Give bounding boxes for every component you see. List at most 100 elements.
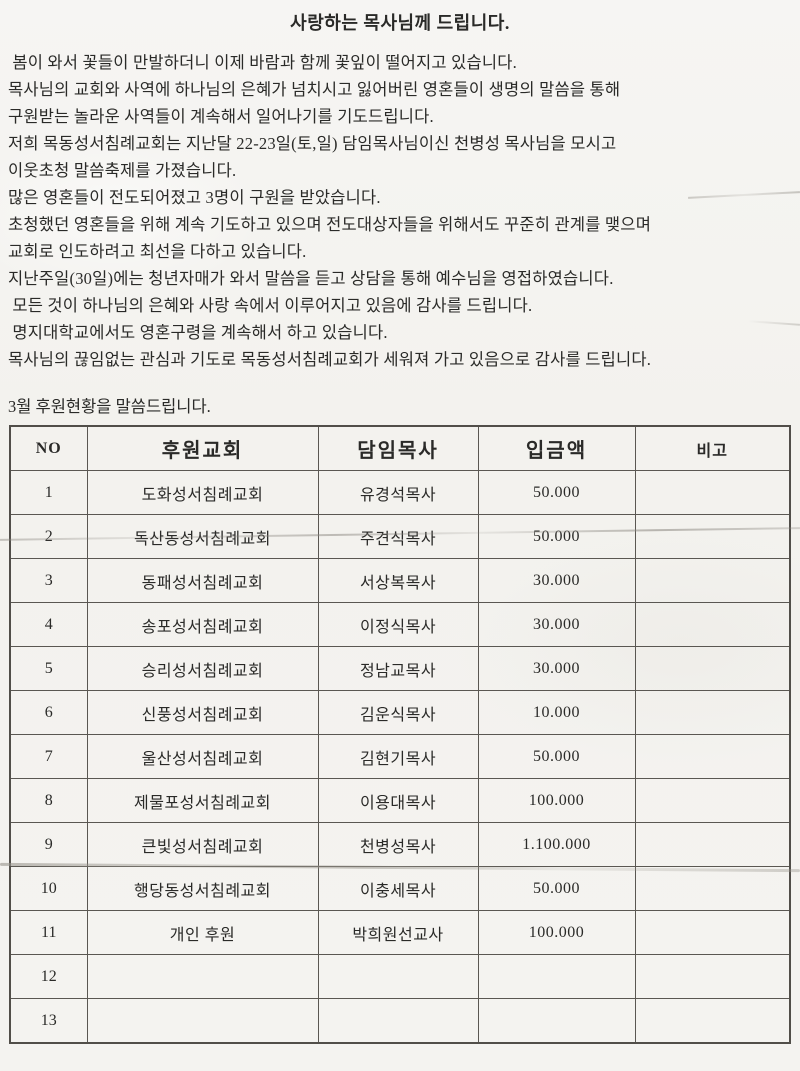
table-row: 1 도화성서침례교회 유경석목사 50.000: [9, 470, 791, 515]
table-row: 12: [9, 954, 791, 999]
cell-church: 도화성서침례교회: [86, 470, 319, 515]
cell-church: [86, 954, 319, 999]
cell-church: 큰빛성서침례교회: [86, 822, 319, 867]
cell-pastor: 이정식목사: [317, 602, 479, 647]
letter-line: 목사님의 끊임없는 관심과 기도로 목동성서침례교회가 세워져 가고 있음으로 …: [8, 350, 652, 369]
cell-church: 행당동성서침례교회: [86, 866, 319, 911]
page-title: 사랑하는 목사님께 드립니다.: [290, 13, 510, 33]
table-row: 6 신풍성서침례교회 김운식목사 10.000: [9, 690, 791, 735]
table-row: 10 행당동성서침례교회 이충세목사 50.000: [9, 866, 791, 911]
cell-church: 송포성서침례교회: [86, 602, 319, 647]
cell-pastor: 서상복목사: [317, 558, 479, 603]
table-row: 2 독산동성서침례교회 주견식목사 50.000: [9, 514, 791, 559]
header-church: 후원교회: [86, 425, 319, 471]
cell-church: 승리성서침례교회: [86, 646, 319, 691]
cell-pastor: 김현기목사: [317, 734, 479, 779]
letter-line: 지난주일(30일)에는 청년자매가 와서 말씀을 듣고 상담을 통해 예수님을 …: [8, 269, 614, 288]
cell-note: [634, 822, 791, 867]
cell-amount: 50.000: [477, 514, 636, 559]
cell-pastor: 김운식목사: [317, 690, 479, 735]
cell-pastor: 박희원선교사: [317, 910, 479, 955]
cell-note: [634, 734, 791, 779]
cell-church: 신풍성서침례교회: [86, 690, 319, 735]
cell-pastor: [317, 954, 479, 999]
support-status-table: NO 후원교회 담임목사 입금액 비고 1 도화성서침례교회 유경석목사 50.000…: [9, 425, 791, 1044]
cell-no: 6: [9, 690, 88, 735]
letter-line: 봄이 와서 꽃들이 만발하더니 이제 바람과 함께 꽃잎이 떨어지고 있습니다.: [8, 53, 517, 72]
table-body: 1 도화성서침례교회 유경석목사 50.000 2 독산동성서침례교회 주견식목사 50.00…: [9, 470, 791, 1044]
table-row: 9 큰빛성서침례교회 천병성목사 1.100.000: [9, 822, 791, 867]
cell-note: [634, 954, 791, 999]
cell-amount: 50.000: [477, 866, 636, 911]
cell-amount: 10.000: [477, 690, 636, 735]
cell-church: 제물포성서침례교회: [86, 778, 319, 823]
table-row: 4 송포성서침례교회 이정식목사 30.000: [9, 602, 791, 647]
table-intro-line: 3월 후원현황을 말씀드립니다.: [8, 397, 211, 416]
cell-pastor: 정남교목사: [317, 646, 479, 691]
cell-no: 9: [9, 822, 88, 867]
cell-pastor: 천병성목사: [317, 822, 479, 867]
table-row: 8 제물포성서침례교회 이용대목사 100.000: [9, 778, 791, 823]
cell-no: 10: [9, 866, 88, 911]
cell-note: [634, 470, 791, 515]
table-row: 5 승리성서침례교회 정남교목사 30.000: [9, 646, 791, 691]
cell-amount: [477, 998, 636, 1044]
cell-no: 8: [9, 778, 88, 823]
cell-note: [634, 602, 791, 647]
header-no: NO: [9, 425, 88, 471]
header-amount: 입금액: [477, 425, 636, 471]
letter-line: 교회로 인도하려고 최선을 다하고 있습니다.: [8, 242, 307, 261]
table-row: 13: [9, 998, 791, 1044]
cell-amount: 1.100.000: [477, 822, 636, 867]
cell-no: 12: [9, 954, 88, 999]
table-row: 3 동패성서침례교회 서상복목사 30.000: [9, 558, 791, 603]
cell-no: 2: [9, 514, 88, 559]
cell-note: [634, 558, 791, 603]
cell-pastor: 이충세목사: [317, 866, 479, 911]
letter-line: 많은 영혼들이 전도되어졌고 3명이 구원을 받았습니다.: [8, 188, 381, 207]
cell-no: 1: [9, 470, 88, 515]
cell-no: 11: [9, 910, 88, 955]
letter-line: 명지대학교에서도 영혼구령을 계속해서 하고 있습니다.: [8, 323, 388, 342]
table-row: 11 개인 후원 박희원선교사 100.000: [9, 910, 791, 955]
cell-no: 4: [9, 602, 88, 647]
cell-no: 13: [9, 998, 88, 1044]
header-pastor: 담임목사: [317, 425, 479, 471]
cell-amount: 50.000: [477, 734, 636, 779]
cell-note: [634, 690, 791, 735]
cell-church: 독산동성서침례교회: [86, 514, 319, 559]
letter-line: 모든 것이 하나님의 은혜와 사랑 속에서 이루어지고 있음에 감사를 드립니다…: [8, 296, 533, 315]
cell-amount: 30.000: [477, 558, 636, 603]
table-row: 7 울산성서침례교회 김현기목사 50.000: [9, 734, 791, 779]
cell-amount: [477, 954, 636, 999]
cell-pastor: [317, 998, 479, 1044]
header-note: 비고: [634, 425, 791, 471]
cell-note: [634, 910, 791, 955]
cell-note: [634, 646, 791, 691]
letter-line: 목사님의 교회와 사역에 하나님의 은혜가 넘치시고 잃어버린 영혼들이 생명의…: [8, 80, 621, 99]
letter-line: 이웃초청 말씀축제를 가졌습니다.: [8, 161, 237, 180]
cell-pastor: 이용대목사: [317, 778, 479, 823]
letter-line: 구원받는 놀라운 사역들이 계속해서 일어나기를 기도드립니다.: [8, 107, 434, 126]
cell-note: [634, 866, 791, 911]
cell-pastor: 주견식목사: [317, 514, 479, 559]
cell-church: 울산성서침례교회: [86, 734, 319, 779]
table-header-row: NO 후원교회 담임목사 입금액 비고: [9, 425, 791, 471]
cell-amount: 100.000: [477, 910, 636, 955]
letter-line: 초청했던 영혼들을 위해 계속 기도하고 있으며 전도대상자들을 위해서도 꾸준…: [8, 215, 652, 234]
letter-body: 봄이 와서 꽃들이 만발하더니 이제 바람과 함께 꽃잎이 떨어지고 있습니다.…: [0, 49, 800, 373]
cell-amount: 100.000: [477, 778, 636, 823]
cell-no: 5: [9, 646, 88, 691]
cell-pastor: 유경석목사: [317, 470, 479, 515]
cell-amount: 30.000: [477, 646, 636, 691]
cell-note: [634, 778, 791, 823]
cell-no: 7: [9, 734, 88, 779]
cell-note: [634, 998, 791, 1044]
cell-church: 동패성서침례교회: [86, 558, 319, 603]
cell-amount: 50.000: [477, 470, 636, 515]
cell-church: 개인 후원: [86, 910, 319, 955]
cell-note: [634, 514, 791, 559]
cell-church: [86, 998, 319, 1044]
cell-no: 3: [9, 558, 88, 603]
